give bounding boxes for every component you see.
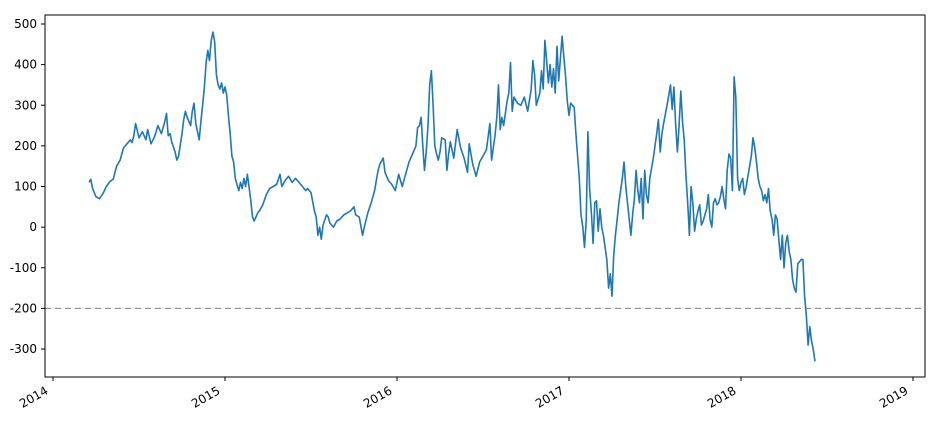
y-tick-label: -300 — [10, 342, 37, 356]
y-tick-label: 300 — [14, 98, 37, 112]
y-axis: 500 400 300 200 100 0 -100 -200 -300 — [10, 17, 45, 356]
y-tick-label: -100 — [10, 261, 37, 275]
y-tick-label: 400 — [14, 58, 37, 72]
y-tick-label: 0 — [29, 220, 37, 234]
y-tick-label: 200 — [14, 139, 37, 153]
y-tick-label: 100 — [14, 180, 37, 194]
plot-frame — [44, 14, 926, 378]
y-tick-label: 500 — [14, 17, 37, 31]
y-tick-label: -200 — [10, 301, 37, 315]
series-line — [88, 31, 816, 362]
